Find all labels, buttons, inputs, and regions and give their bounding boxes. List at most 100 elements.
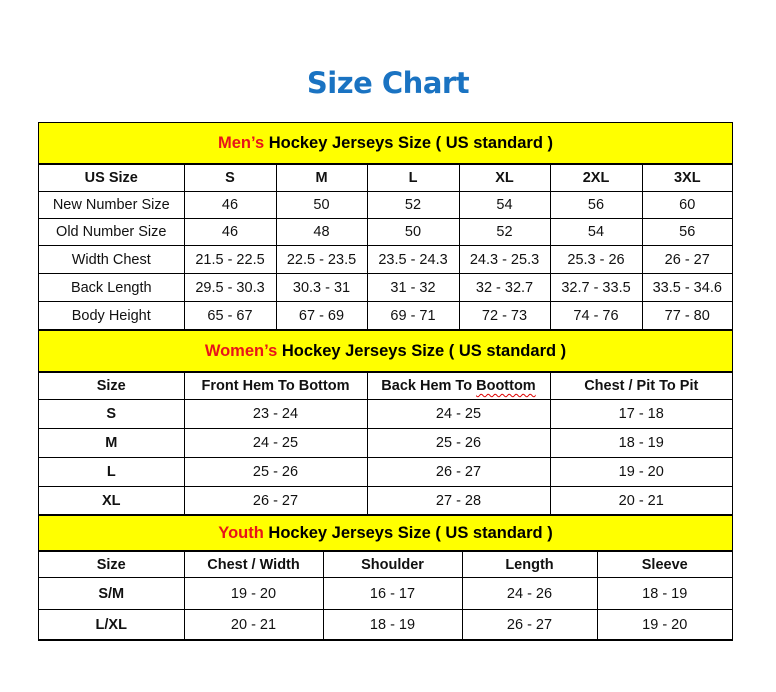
table-row: S/M 19 - 20 16 - 17 24 - 26 18 - 19: [39, 577, 732, 610]
table-cell: 46: [183, 191, 277, 219]
table-cell: 32 - 32.7: [458, 273, 551, 302]
table-cell: 25 - 26: [366, 428, 551, 458]
table-cell: 32.7 - 33.5: [549, 273, 643, 302]
column-header: Sleeve: [596, 551, 732, 578]
row-label: Width Chest: [39, 245, 185, 274]
table-row: New Number Size 46 50 52 54 56 60: [39, 191, 732, 219]
column-header: XL: [458, 164, 551, 192]
table-row: Back Length 29.5 - 30.3 30.3 - 31 31 - 32 32…: [39, 273, 732, 302]
table-cell: 26 - 27: [366, 457, 551, 487]
men-heading-text: Hockey Jerseys Size ( US standard ): [264, 134, 554, 152]
women-label: Women’s: [204, 342, 278, 360]
table-cell: 74 - 76: [549, 301, 643, 330]
table-cell: 16 - 17: [322, 577, 463, 610]
table-cell: 50: [275, 191, 368, 219]
table-cell: 69 - 71: [366, 301, 460, 330]
table-cell: 52: [366, 191, 460, 219]
table-row: Body Height 65 - 67 67 - 69 69 - 71 72 - 73 7…: [39, 301, 732, 330]
column-header: 3XL: [641, 164, 732, 192]
youth-table: Size Chest / Width Shoulder Length Sleeve S/M…: [39, 551, 732, 640]
row-label: S/M: [39, 577, 185, 610]
table-cell: 60: [641, 191, 732, 219]
youth-header-row: Size Chest / Width Shoulder Length Sleeve: [39, 551, 732, 578]
table-row: Width Chest 21.5 - 22.5 22.5 - 23.5 23.5 - …: [39, 245, 732, 274]
table-row: Old Number Size 46 48 50 52 54 56: [39, 218, 732, 246]
table-cell: 17 - 18: [549, 399, 732, 429]
table-cell: 19 - 20: [549, 457, 732, 487]
table-cell: 77 - 80: [641, 301, 732, 330]
table-cell: 33.5 - 34.6: [641, 273, 732, 302]
youth-label: Youth: [218, 524, 264, 542]
table-cell: 22.5 - 23.5: [275, 245, 368, 274]
table-cell: 18 - 19: [322, 609, 463, 640]
table-cell: 24.3 - 25.3: [458, 245, 551, 274]
table-cell: 26 - 27: [641, 245, 732, 274]
table-cell: 29.5 - 30.3: [183, 273, 277, 302]
table-cell: 56: [549, 191, 643, 219]
table-row: L 25 - 26 26 - 27 19 - 20: [39, 457, 732, 487]
table-cell: 19 - 20: [183, 577, 324, 610]
women-header-row: Size Front Hem To Bottom Back Hem To Boott…: [39, 372, 732, 400]
table-cell: 46: [183, 218, 277, 246]
column-header: Size: [39, 551, 185, 578]
table-row: M 24 - 25 25 - 26 18 - 19: [39, 428, 732, 458]
column-header: M: [275, 164, 368, 192]
column-header: L: [366, 164, 460, 192]
column-header: Size: [39, 372, 185, 400]
table-cell: 19 - 20: [596, 609, 732, 640]
table-cell: 25 - 26: [183, 457, 368, 487]
table-row: XL 26 - 27 27 - 28 20 - 21: [39, 486, 732, 515]
youth-section-heading: Youth Hockey Jerseys Size ( US standard …: [39, 515, 732, 551]
column-header: Chest / Pit To Pit: [549, 372, 732, 400]
table-cell: 20 - 21: [549, 486, 732, 515]
women-table: Size Front Hem To Bottom Back Hem To Boott…: [39, 372, 732, 515]
row-label: Back Length: [39, 273, 185, 302]
page-title: Size Chart: [306, 66, 470, 100]
table-cell: 27 - 28: [366, 486, 551, 515]
table-cell: 24 - 26: [461, 577, 598, 610]
table-cell: 50: [366, 218, 460, 246]
column-header: Shoulder: [322, 551, 463, 578]
table-row: L/XL 20 - 21 18 - 19 26 - 27 19 - 20: [39, 609, 732, 640]
row-label: M: [39, 428, 185, 458]
size-chart: Men’s Hockey Jerseys Size ( US standard …: [38, 122, 733, 641]
table-cell: 48: [275, 218, 368, 246]
column-header: S: [183, 164, 277, 192]
men-table: US Size S M L XL 2XL 3XL New Number Size 46 50 52 5…: [39, 164, 732, 330]
table-cell: 56: [641, 218, 732, 246]
men-section-heading: Men’s Hockey Jerseys Size ( US standard …: [39, 123, 732, 164]
table-cell: 54: [458, 191, 551, 219]
table-cell: 31 - 32: [366, 273, 460, 302]
table-cell: 21.5 - 22.5: [183, 245, 277, 274]
column-header-text: Back Hem To Boottom: [381, 378, 536, 394]
row-label: New Number Size: [39, 191, 185, 219]
row-label: L/XL: [39, 609, 185, 640]
table-cell: 20 - 21: [183, 609, 324, 640]
table-cell: 52: [458, 218, 551, 246]
column-header: Back Hem To Boottom: [366, 372, 551, 400]
table-cell: 23.5 - 24.3: [366, 245, 460, 274]
table-cell: 26 - 27: [461, 609, 598, 640]
column-header: 2XL: [549, 164, 643, 192]
table-cell: 23 - 24: [183, 399, 368, 429]
row-label: Old Number Size: [39, 218, 185, 246]
column-header: US Size: [39, 164, 185, 192]
men-header-row: US Size S M L XL 2XL 3XL: [39, 164, 732, 192]
column-header: Chest / Width: [183, 551, 324, 578]
table-cell: 67 - 69: [275, 301, 368, 330]
row-label: L: [39, 457, 185, 487]
column-header: Length: [461, 551, 598, 578]
table-row: S 23 - 24 24 - 25 17 - 18: [39, 399, 732, 429]
table-cell: 24 - 25: [183, 428, 368, 458]
table-cell: 18 - 19: [596, 577, 732, 610]
table-cell: 24 - 25: [366, 399, 551, 429]
table-cell: 30.3 - 31: [275, 273, 368, 302]
table-cell: 26 - 27: [183, 486, 368, 515]
youth-heading-text: Hockey Jerseys Size ( US standard ): [263, 524, 553, 542]
women-heading-text: Hockey Jerseys Size ( US standard ): [277, 342, 567, 360]
table-cell: 65 - 67: [183, 301, 277, 330]
table-cell: 72 - 73: [458, 301, 551, 330]
men-label: Men’s: [217, 134, 265, 152]
row-label: XL: [39, 486, 185, 515]
row-label: S: [39, 399, 185, 429]
